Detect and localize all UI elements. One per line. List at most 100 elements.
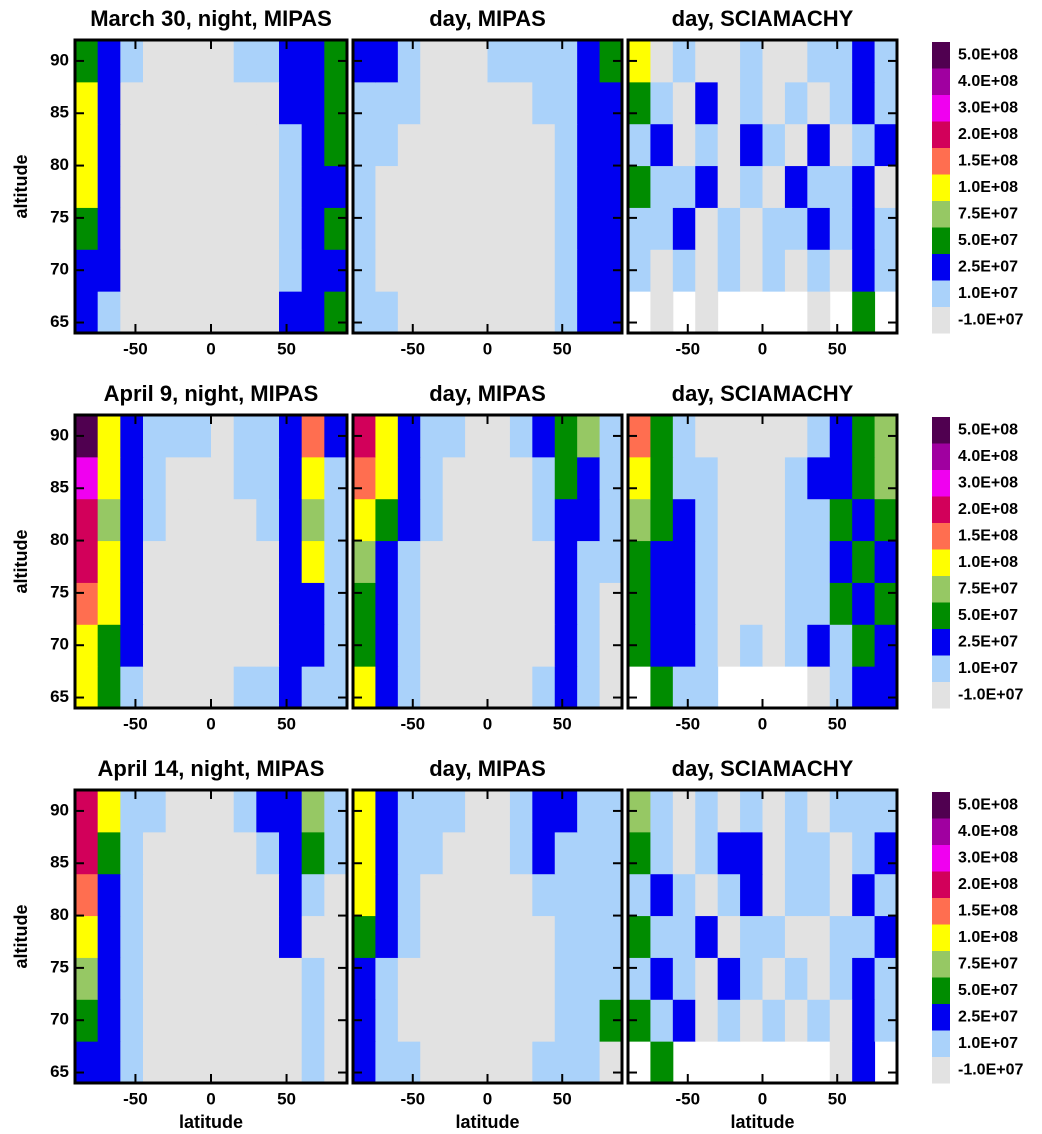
colorbar-swatch [932,1030,950,1057]
heatmap-cell [233,624,257,667]
heatmap-cell [807,873,831,917]
colorbar-swatch [932,951,950,978]
heatmap-cell [650,165,674,208]
heatmap-cell [143,873,167,917]
heatmap-cell [188,165,212,208]
heatmap-cell [599,40,623,83]
heatmap-cell [487,582,511,625]
heatmap-cell [397,873,421,917]
heatmap-cell [554,957,578,1000]
heatmap-cell [509,582,533,625]
heatmap-cell [509,81,533,125]
heatmap-cell [120,582,144,625]
colorbar-label: 5.0E+08 [958,796,1018,813]
heatmap-cell [165,165,189,208]
heatmap-cell [420,498,444,542]
colorbar-swatch [932,470,950,497]
heatmap-cell [324,40,348,83]
heatmap-cell [465,582,488,625]
heatmap-cell [599,624,623,667]
heatmap-cell [375,165,399,208]
heatmap-cell [487,790,511,833]
heatmap-cell [852,456,876,500]
colorbar-swatch [932,42,950,69]
heatmap-cell [375,582,399,625]
heatmap-cell [874,249,898,292]
heatmap-cell [256,123,280,167]
heatmap-cell [442,415,466,458]
heatmap-cell [211,249,235,292]
heatmap-cell [465,249,488,292]
heatmap-cell [211,1041,235,1084]
heatmap-cell [784,40,808,83]
heatmap-cell [120,81,144,125]
heatmap-cell [301,207,325,250]
heatmap-cell [650,249,674,292]
heatmap-cell [465,624,488,667]
heatmap-cell [650,123,674,167]
heatmap-cell [397,790,421,833]
heatmap-cell [188,123,212,167]
heatmap-cell [852,40,876,83]
heatmap-cell [442,540,466,583]
colorbar-label: 7.5E+07 [958,205,1018,222]
heatmap-cell [301,415,325,458]
heatmap-cell [233,249,257,292]
heatmap-cell [442,790,466,833]
heatmap-cell [829,957,853,1000]
heatmap-cell [375,624,399,667]
y-tick-label: 65 [50,312,69,331]
heatmap-cell [599,957,623,1000]
heatmap-cell [188,957,212,1000]
heatmap-cell [375,790,399,833]
heatmap-cell [75,582,99,625]
heatmap-cell [672,207,696,250]
heatmap-cell [279,873,303,917]
heatmap-cell [487,207,511,250]
heatmap-cell [420,957,444,1000]
heatmap-cell [509,456,533,500]
heatmap-cell [75,957,99,1000]
heatmap-cell [762,456,786,500]
heatmap-cell [717,831,741,875]
heatmap-cell [442,81,466,125]
colorbar-swatch [932,818,950,845]
heatmap-cell [487,415,511,458]
heatmap-cell [695,81,719,125]
heatmap-cell [301,249,325,292]
heatmap-cell [375,999,399,1042]
panel-title: day, SCIAMACHY [672,756,854,781]
heatmap-cell [829,831,853,875]
heatmap-cell [509,291,533,334]
heatmap-cell [695,40,719,83]
heatmap-cell [301,666,325,709]
colorbar-label: 2.0E+08 [958,876,1018,893]
heatmap-cell [301,790,325,833]
heatmap-cell [397,291,421,334]
heatmap-cell [532,249,556,292]
heatmap-cell [256,831,280,875]
heatmap-cell [188,1041,212,1084]
heatmap-cell [279,415,303,458]
heatmap-cell [509,540,533,583]
colorbar-swatch [932,1057,950,1084]
heatmap-cell [577,1041,601,1084]
heatmap-cell [420,81,444,125]
heatmap-cell [509,624,533,667]
heatmap-cell [301,40,325,83]
heatmap-cell [628,999,651,1042]
heatmap-cell [532,165,556,208]
heatmap-cell [165,207,189,250]
heatmap-cell [554,40,578,83]
heatmap-cell [420,790,444,833]
colorbar-label: 3.0E+08 [958,474,1018,491]
heatmap-cell [420,415,444,458]
heatmap-cell [75,498,99,542]
heatmap-cell [375,873,399,917]
heatmap-cell [97,624,121,667]
heatmap-cell [75,291,99,334]
heatmap-cell [188,790,212,833]
heatmap-cell [324,165,348,208]
heatmap-cell [762,540,786,583]
heatmap-cell [829,498,853,542]
